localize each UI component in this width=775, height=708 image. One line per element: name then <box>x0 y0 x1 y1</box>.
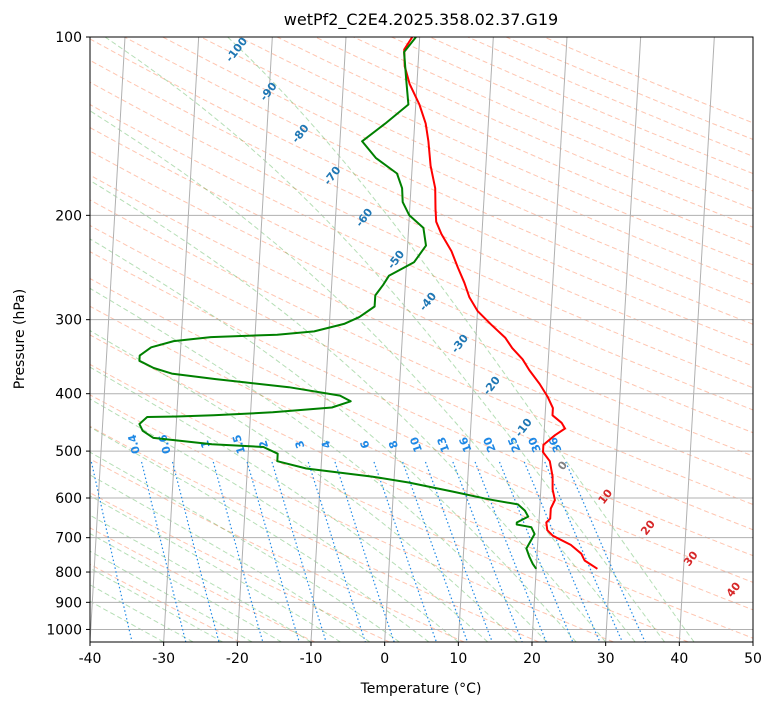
y-tick-label: 300 <box>55 313 82 329</box>
moist-adiabat <box>90 179 607 642</box>
mixing-ratio-line <box>498 461 574 642</box>
mixing-ratio-line <box>246 461 300 642</box>
dry-adiabat <box>200 37 753 285</box>
mixing-ratio-label: 20 <box>481 435 499 454</box>
mixing-ratio-line <box>452 461 523 642</box>
dry-adiabat <box>90 150 753 457</box>
x-tick-label: -40 <box>79 651 102 667</box>
mixing-ratio-label: 8 <box>386 439 401 451</box>
plot-frame <box>89 36 754 643</box>
y-tick-label: 600 <box>55 491 82 507</box>
x-tick-label: -10 <box>300 651 323 667</box>
mixing-ratio-label: 16 <box>457 435 475 454</box>
x-tick-label: 0 <box>380 651 389 667</box>
dry-adiabat <box>90 305 753 611</box>
x-tick-label: 40 <box>670 651 688 667</box>
dry-adiabat <box>90 224 753 531</box>
dry-adiabat <box>90 394 614 642</box>
dry-adiabat <box>90 425 539 642</box>
isotherm-line <box>678 37 715 642</box>
dry-adiabat <box>162 37 753 305</box>
temperature-profile-line <box>403 37 598 570</box>
mixing-ratio-line <box>271 461 327 642</box>
chart-title: wetPf2_C2E4.2025.358.02.37.G19 <box>284 10 558 30</box>
isotherm-line <box>90 37 126 642</box>
y-tick-label: 700 <box>55 531 82 547</box>
mixing-ratio-line <box>544 461 623 642</box>
mixing-ratio-label: 25 <box>505 435 523 454</box>
x-tick-label: 20 <box>523 651 541 667</box>
moist-adiabat <box>90 398 459 642</box>
x-tick-label: -30 <box>152 651 175 667</box>
dry-adiabat <box>90 199 753 506</box>
moist-adiabat <box>90 287 548 642</box>
isotherm-line <box>236 37 273 642</box>
mixing-ratio-line <box>334 461 395 642</box>
dry-adiabat <box>124 37 753 325</box>
mixing-ratio-label: 0.4 <box>125 433 142 455</box>
mixing-ratio-line <box>212 461 264 642</box>
isotherm-line <box>605 37 642 642</box>
y-tick-label: 500 <box>55 444 82 460</box>
moist-adiabat <box>90 238 577 642</box>
mixing-ratio-line <box>307 461 366 642</box>
dry-adiabat <box>90 174 753 481</box>
y-axis-label: Pressure (hPa) <box>12 289 28 389</box>
mixing-ratio-line <box>90 461 133 642</box>
x-tick-label: 10 <box>449 651 467 667</box>
moist-adiabat <box>90 426 430 642</box>
mixing-ratio-label: 10 <box>407 435 425 454</box>
moist-adiabat <box>104 37 665 642</box>
dry-adiabat <box>90 251 753 557</box>
x-tick-label: -20 <box>226 651 249 667</box>
mixing-ratio-line <box>523 461 601 642</box>
y-tick-label: 1000 <box>46 622 82 638</box>
mixing-ratio-label: 6 <box>358 438 373 450</box>
axis-ticks: -40 -30 -20 -10 0 10 20 30 40 5010020030040050060… <box>46 30 762 667</box>
mixing-ratio-line <box>474 461 547 642</box>
moist-adiabat <box>90 474 371 642</box>
mixing-ratio-label: 2 <box>257 439 272 450</box>
moist-adiabat <box>90 366 489 642</box>
dry-adiabat <box>90 38 753 346</box>
isotherm-line <box>310 37 347 642</box>
mixing-ratio-label: 13 <box>435 435 453 454</box>
dry-adiabat <box>90 563 241 642</box>
x-axis-label: Temperature (°C) <box>360 681 482 697</box>
isotherm-line <box>457 37 494 642</box>
mixing-ratio-line <box>565 461 646 642</box>
isotherm-line <box>531 37 568 642</box>
isotherm-line <box>384 37 421 642</box>
mixing-ratio-line <box>171 461 220 642</box>
dewpoint-profile-line <box>138 37 538 570</box>
y-tick-label: 900 <box>55 595 82 611</box>
y-tick-label: 400 <box>55 387 82 403</box>
y-tick-label: 100 <box>55 30 82 46</box>
moist-adiabat <box>227 37 695 642</box>
moist-adiabat <box>90 110 636 642</box>
x-tick-label: 30 <box>597 651 615 667</box>
moist-adiabat <box>90 451 400 642</box>
mixing-ratio-label: 1.5 <box>230 433 248 455</box>
mixing-ratio-label: 4 <box>319 438 334 450</box>
mixing-ratio-label: 30 <box>526 435 544 455</box>
mixing-ratio-line <box>141 461 187 642</box>
y-tick-label: 200 <box>55 208 82 224</box>
x-tick-label: 50 <box>744 651 762 667</box>
dry-adiabat <box>90 492 390 642</box>
y-tick-label: 800 <box>55 565 82 581</box>
mixing-ratio-label: 3 <box>293 439 308 450</box>
